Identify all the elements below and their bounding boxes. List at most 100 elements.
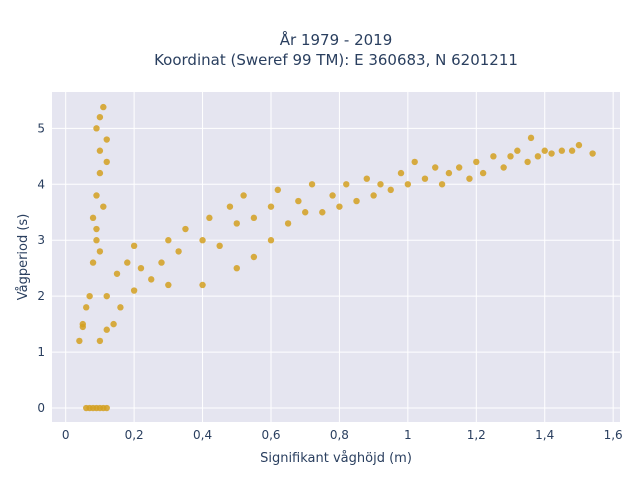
data-point <box>158 259 165 266</box>
data-point <box>93 225 100 233</box>
data-point <box>548 150 555 157</box>
data-point <box>319 209 326 216</box>
data-point <box>267 203 275 210</box>
data-point <box>411 158 418 166</box>
data-point <box>479 169 487 177</box>
x-tick-label: 0,6 <box>261 428 280 442</box>
data-point <box>302 209 309 216</box>
data-point <box>473 158 480 166</box>
data-point <box>93 237 100 244</box>
data-point <box>103 326 110 333</box>
x-tick-label: 0 <box>62 428 70 442</box>
data-point <box>514 147 521 154</box>
data-point <box>541 147 548 154</box>
data-point <box>96 113 104 121</box>
data-point <box>267 237 275 244</box>
data-point <box>130 287 138 294</box>
data-point <box>86 292 93 300</box>
data-point <box>397 169 405 177</box>
data-point <box>93 192 100 199</box>
y-tick-label: 5 <box>37 121 45 135</box>
data-point <box>370 192 377 199</box>
data-point <box>165 281 172 289</box>
data-point <box>524 158 531 166</box>
data-point <box>250 214 258 222</box>
data-point <box>466 175 473 182</box>
data-point <box>404 181 412 188</box>
data-point <box>432 164 439 171</box>
data-point <box>377 181 384 188</box>
data-point <box>387 186 394 194</box>
data-point <box>103 158 110 166</box>
data-point <box>110 320 117 328</box>
data-point <box>216 242 223 250</box>
x-tick-label: 1 <box>404 428 412 442</box>
data-point <box>96 147 104 154</box>
data-points <box>76 103 596 412</box>
x-axis-ticks: 0 0,2 0,4 0,6 0,8 1 1,2 1,4 1,6 <box>62 428 623 442</box>
data-point <box>568 147 576 154</box>
data-point <box>336 203 343 210</box>
y-tick-label: 2 <box>37 289 45 303</box>
y-tick-label: 4 <box>37 177 45 191</box>
data-point <box>175 248 182 255</box>
data-point <box>308 181 316 188</box>
data-point <box>83 304 90 311</box>
y-tick-label: 1 <box>37 345 45 359</box>
data-point <box>284 220 292 227</box>
data-point <box>445 169 453 177</box>
data-point <box>199 237 206 244</box>
data-point <box>79 323 86 331</box>
x-tick-label: 0,4 <box>193 428 212 442</box>
data-point <box>148 276 155 283</box>
data-point <box>96 248 104 255</box>
grid-lines <box>52 92 620 422</box>
data-point <box>137 264 145 272</box>
x-tick-label: 0,8 <box>330 428 349 442</box>
data-point <box>589 150 596 157</box>
data-point <box>527 134 535 142</box>
data-point <box>96 169 104 177</box>
x-tick-label: 0,2 <box>125 428 144 442</box>
data-point <box>507 153 514 160</box>
chart-title-line-2: Koordinat (Sweref 99 TM): E 360683, N 62… <box>154 51 518 69</box>
data-point <box>103 292 110 300</box>
data-point <box>206 214 213 222</box>
data-point <box>455 164 463 171</box>
data-point <box>438 181 446 188</box>
y-axis-title: Vågperiod (s) <box>16 214 31 301</box>
data-point <box>89 214 97 222</box>
data-point <box>199 281 206 289</box>
data-point <box>421 175 429 182</box>
data-point <box>363 175 370 182</box>
y-tick-label: 0 <box>37 401 45 415</box>
data-point <box>226 203 234 210</box>
data-point <box>329 192 336 199</box>
x-axis-title: Signifikant våghöjd (m) <box>260 451 412 466</box>
data-point <box>490 153 497 160</box>
data-point <box>103 136 110 143</box>
data-point <box>124 259 131 266</box>
data-point <box>558 147 566 154</box>
data-point <box>103 404 110 412</box>
plot-background <box>52 92 620 422</box>
data-point <box>240 192 247 199</box>
data-point <box>182 225 189 233</box>
chart-title-line-1: År 1979 - 2019 <box>280 30 393 49</box>
data-point <box>250 253 258 261</box>
data-point <box>233 264 240 272</box>
data-point <box>117 304 124 311</box>
data-point <box>96 337 104 345</box>
data-point <box>76 337 83 345</box>
data-point <box>500 164 507 171</box>
data-point <box>353 197 360 205</box>
y-axis-ticks: 0 1 2 3 4 5 <box>37 121 45 415</box>
data-point <box>89 259 97 266</box>
data-point <box>100 203 107 210</box>
data-point <box>343 181 350 188</box>
data-point <box>93 125 100 132</box>
data-point <box>295 197 302 205</box>
data-point <box>274 186 282 194</box>
data-point <box>130 242 138 250</box>
